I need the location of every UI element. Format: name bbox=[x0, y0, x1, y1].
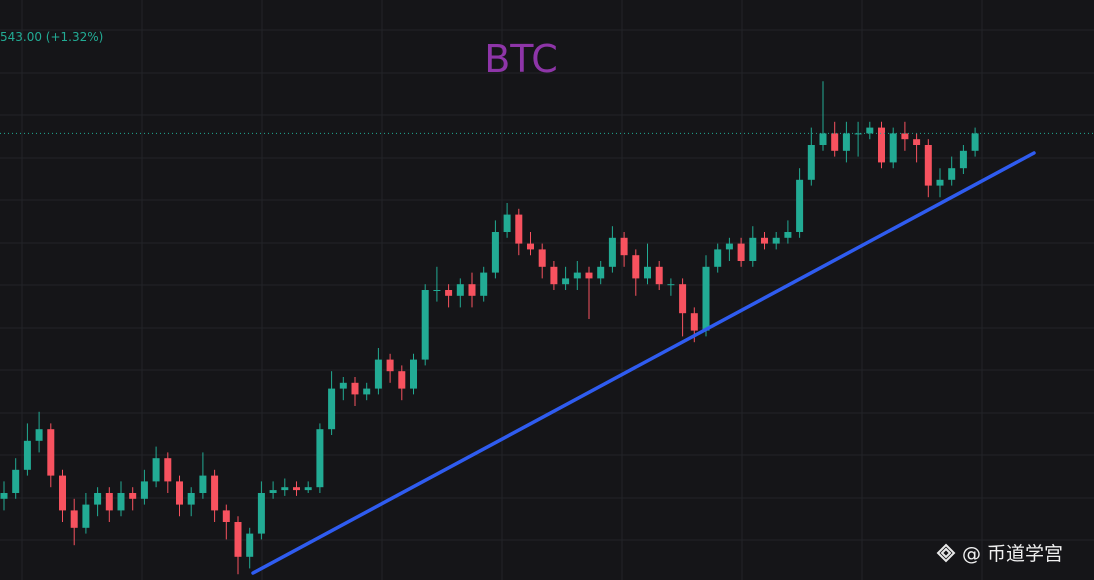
candle-body bbox=[456, 284, 464, 296]
price-label: 543.00 (+1.32%) bbox=[0, 30, 103, 44]
candle-body bbox=[445, 290, 453, 296]
candle-body bbox=[105, 493, 113, 511]
candle-body bbox=[854, 133, 862, 135]
candle-body bbox=[737, 243, 745, 261]
watermark-icon bbox=[936, 543, 956, 563]
candle-body bbox=[82, 504, 90, 528]
candle-body bbox=[234, 522, 242, 557]
candle-body bbox=[959, 150, 967, 169]
candle-body bbox=[117, 493, 125, 511]
candle-body bbox=[538, 249, 546, 267]
candle-body bbox=[784, 232, 792, 238]
candle-body bbox=[12, 469, 20, 493]
candle-body bbox=[515, 214, 523, 244]
candle-body bbox=[644, 266, 651, 279]
candle-body bbox=[47, 429, 55, 476]
candle-body bbox=[796, 179, 804, 232]
candle-body bbox=[772, 237, 780, 244]
candle-body bbox=[573, 272, 581, 279]
candle-body bbox=[585, 272, 593, 279]
candle-body bbox=[421, 290, 429, 360]
candle-body bbox=[140, 481, 148, 499]
candle-body bbox=[866, 127, 874, 134]
candle-body bbox=[842, 133, 850, 151]
chart-title: BTC bbox=[484, 37, 558, 81]
watermark: @ 币道学宫 bbox=[936, 543, 1063, 565]
candle-body bbox=[328, 388, 336, 430]
candle-body bbox=[339, 382, 347, 389]
candle-body bbox=[199, 475, 207, 493]
candle-body bbox=[433, 290, 441, 291]
candle-body bbox=[386, 359, 394, 372]
trend-line bbox=[251, 151, 1036, 575]
candle-body bbox=[491, 232, 499, 273]
candle-body bbox=[269, 490, 277, 493]
candle-body bbox=[702, 266, 710, 331]
candle-body bbox=[23, 440, 31, 470]
candle-body bbox=[70, 510, 78, 528]
candle-body bbox=[714, 249, 722, 267]
candle-body bbox=[304, 487, 312, 491]
watermark-text: @ 币道学宫 bbox=[962, 543, 1063, 565]
candle-body bbox=[164, 458, 172, 482]
candle-body bbox=[410, 359, 417, 389]
candle-body bbox=[398, 371, 406, 389]
candle-body bbox=[468, 284, 476, 296]
candle-body bbox=[725, 243, 733, 250]
candle-body bbox=[667, 284, 675, 286]
candle-body bbox=[632, 255, 640, 279]
candle-body bbox=[807, 145, 815, 180]
candle-body bbox=[690, 313, 698, 331]
candle-body bbox=[913, 139, 921, 145]
candle-body bbox=[281, 487, 289, 491]
candle-body bbox=[94, 493, 102, 505]
candle-body bbox=[819, 133, 827, 145]
candle-body bbox=[222, 510, 230, 522]
candle-body bbox=[749, 237, 757, 261]
candle-body bbox=[480, 272, 488, 296]
candle-body bbox=[878, 127, 885, 163]
candle-body bbox=[761, 237, 768, 244]
candle-body bbox=[971, 133, 979, 151]
candle-body bbox=[901, 133, 909, 140]
candle-body bbox=[152, 458, 160, 482]
candle-body bbox=[924, 145, 932, 186]
candle-body bbox=[129, 493, 137, 499]
candle-body bbox=[948, 168, 956, 180]
candle-body bbox=[527, 243, 534, 250]
candle-body bbox=[316, 429, 324, 488]
candle-body bbox=[608, 237, 616, 267]
candle-body bbox=[187, 493, 195, 505]
candle-body bbox=[374, 359, 382, 389]
candle-body bbox=[550, 266, 558, 285]
candle-body bbox=[211, 475, 219, 511]
candle-body bbox=[562, 278, 570, 285]
candles bbox=[0, 81, 979, 575]
candle-body bbox=[176, 481, 183, 505]
candle-body bbox=[503, 214, 511, 232]
candle-body bbox=[246, 533, 254, 557]
candle-body bbox=[620, 237, 628, 256]
candle-body bbox=[35, 429, 43, 441]
candle-body bbox=[293, 487, 300, 491]
candle-body bbox=[351, 382, 359, 395]
candle-body bbox=[59, 475, 66, 511]
candle-body bbox=[936, 179, 944, 186]
candle-body bbox=[889, 133, 897, 163]
candle-body bbox=[831, 133, 839, 151]
candle-body bbox=[597, 266, 605, 279]
candle-body bbox=[257, 493, 265, 534]
candle-body bbox=[655, 266, 663, 285]
candle-body bbox=[679, 284, 687, 314]
candle-body bbox=[0, 493, 8, 499]
candle-body bbox=[363, 388, 371, 395]
